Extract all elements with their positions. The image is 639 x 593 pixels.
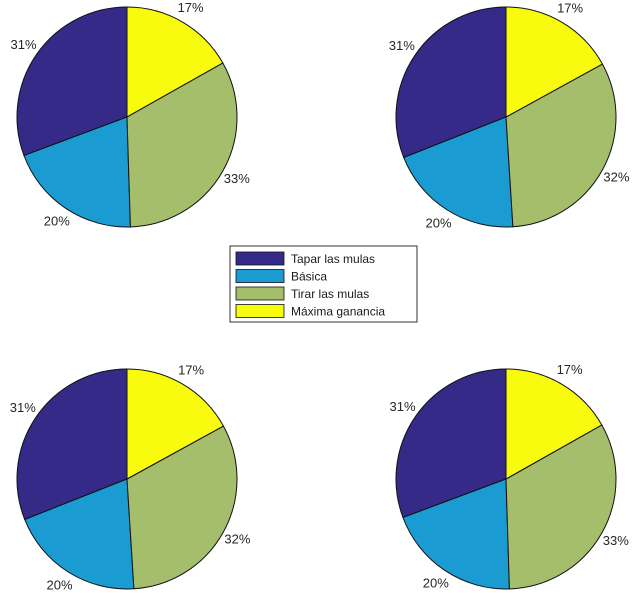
- pie-3-slice-4: [126, 368, 225, 480]
- legend-entry-4: Máxima ganancia: [291, 305, 385, 319]
- pies-layer: 31% 20% 33% 17% 31% 20% 32% 17% 31% 20% 32% 17% 31% 2…: [10, 0, 630, 592]
- pie-2-slice-2: [403, 116, 514, 228]
- legend: Tapar las mulas Básica Tirar las mulas Máxi…: [229, 245, 418, 323]
- pie-4-label-1: 31%: [389, 399, 415, 414]
- legend-items: Tapar las mulas Básica Tirar las mulas Máxi…: [235, 251, 385, 319]
- pie-3-slice-2: [24, 478, 135, 590]
- pie-3-label-4: 17%: [178, 363, 204, 378]
- pie-2-label-1: 31%: [389, 38, 415, 53]
- pie-3-slice-1: [16, 368, 128, 521]
- legend-entry-3: Tirar las mulas: [291, 287, 369, 301]
- pie-4-slice-2: [402, 478, 510, 590]
- pie-1: 31% 20% 33% 17%: [10, 0, 250, 228]
- pie-2: 31% 20% 32% 17%: [389, 1, 630, 231]
- pie-4-slice-3: [505, 424, 617, 590]
- pie-4: 31% 20% 33% 17%: [389, 362, 629, 590]
- legend-entry-2: Básica: [291, 270, 327, 284]
- legend-entry-1: Tapar las mulas: [291, 252, 375, 266]
- pie-1-slice-3: [126, 62, 238, 228]
- legend-swatch-4: [235, 304, 285, 318]
- legend-swatch-2: [235, 269, 285, 283]
- pie-2-slice-1: [395, 6, 507, 159]
- pie-3-label-1: 31%: [10, 400, 36, 415]
- legend-swatch-3: [235, 286, 285, 301]
- pie-3-label-3: 32%: [224, 532, 250, 547]
- pie-4-slice-4: [505, 368, 603, 480]
- legend-swatch-1: [235, 251, 285, 266]
- pie-1-label-3: 33%: [224, 171, 250, 186]
- pie-3: 31% 20% 32% 17%: [10, 363, 251, 593]
- pie-1-slice-4: [126, 6, 224, 118]
- pie-2-label-2: 20%: [425, 215, 451, 230]
- pie-3-slice-3: [126, 425, 238, 590]
- pie-1-label-1: 31%: [10, 37, 36, 52]
- pie-1-slice-1: [16, 6, 128, 157]
- pie-4-label-3: 33%: [603, 533, 629, 548]
- pie-2-slice-4: [505, 6, 604, 118]
- pie-1-slice-2: [23, 116, 131, 228]
- pie-1-label-2: 20%: [44, 214, 70, 229]
- pie-2-label-3: 32%: [603, 170, 629, 185]
- pie-4-label-2: 20%: [423, 576, 449, 591]
- pie-1-label-4: 17%: [178, 0, 204, 15]
- pie-2-label-4: 17%: [557, 1, 583, 16]
- pie-3-label-2: 20%: [46, 577, 72, 592]
- pie-2-slice-3: [505, 63, 617, 228]
- pie-4-slice-1: [395, 368, 507, 519]
- pie-4-label-4: 17%: [557, 362, 583, 377]
